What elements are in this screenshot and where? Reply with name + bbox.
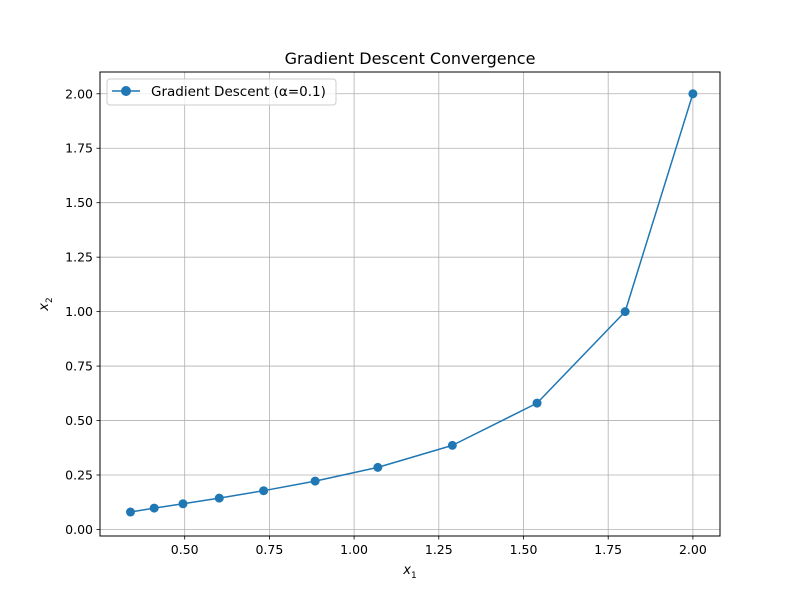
data-point bbox=[310, 476, 320, 486]
y-tick-label: 1.25 bbox=[65, 250, 93, 265]
legend-label: Gradient Descent (α=0.1) bbox=[151, 84, 326, 100]
data-point bbox=[178, 499, 188, 509]
legend-box bbox=[106, 78, 337, 106]
data-point bbox=[620, 307, 630, 317]
y-tick-label: 1.50 bbox=[65, 195, 93, 210]
x-tick-label: 0.75 bbox=[255, 542, 283, 557]
x-tick-label: 2.00 bbox=[679, 542, 707, 557]
ticks: 0.50 0.75 1.00 1.25 1.50 1.75 2.00 0.00 0.25 0.50… bbox=[65, 86, 707, 557]
plot-frame bbox=[99, 71, 721, 537]
x-tick-label: 1.50 bbox=[510, 542, 538, 557]
x-tick-label: 1.25 bbox=[425, 542, 453, 557]
x-tick-label: 1.75 bbox=[594, 542, 622, 557]
chart-title: Gradient Descent Convergence bbox=[285, 49, 536, 68]
x-tick-label: 0.50 bbox=[171, 542, 199, 557]
data-point bbox=[688, 89, 698, 99]
data-point bbox=[259, 486, 269, 496]
data-point bbox=[125, 507, 135, 517]
data-point bbox=[532, 398, 542, 408]
y-tick-label: 2.00 bbox=[65, 86, 93, 101]
y-tick-label: 1.00 bbox=[65, 304, 93, 319]
y-axis-label: x2 bbox=[37, 297, 55, 311]
data-point bbox=[447, 440, 457, 450]
y-tick-label: 0.25 bbox=[65, 468, 93, 483]
grid bbox=[100, 72, 720, 536]
data-point bbox=[149, 503, 159, 513]
y-tick-label: 0.50 bbox=[65, 413, 93, 428]
legend-marker-swatch bbox=[121, 86, 131, 96]
x-tick-label: 1.00 bbox=[340, 542, 368, 557]
data-point bbox=[214, 493, 224, 503]
legend: Gradient Descent (α=0.1) bbox=[106, 78, 337, 106]
y-tick-label: 1.75 bbox=[65, 141, 93, 156]
y-tick-label: 0.75 bbox=[65, 359, 93, 374]
data-point bbox=[373, 462, 383, 472]
y-tick-label: 0.00 bbox=[65, 522, 93, 537]
x-axis-label: x1 bbox=[402, 563, 416, 581]
series-layer bbox=[125, 89, 698, 517]
